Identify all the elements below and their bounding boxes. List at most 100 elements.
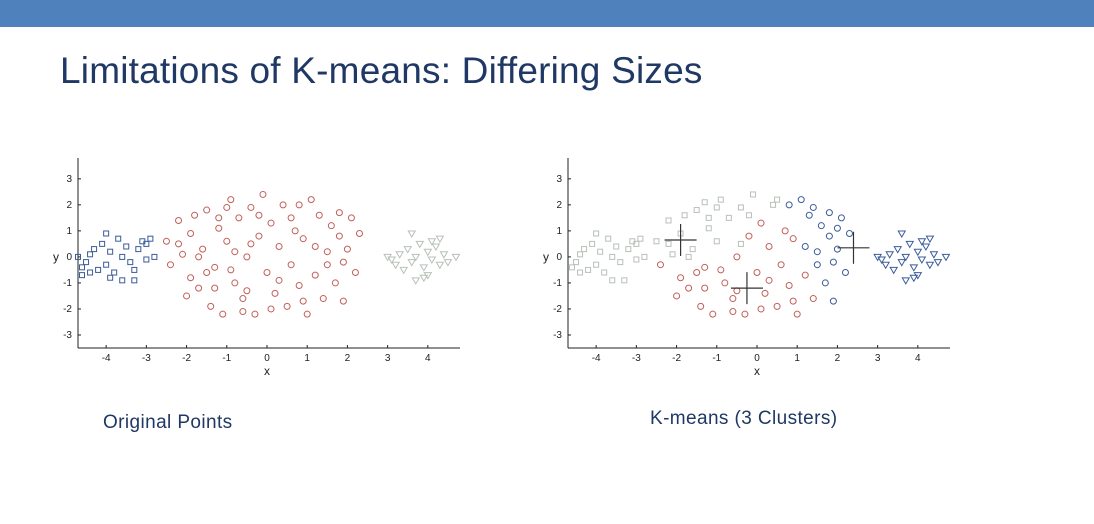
point-triangle [929,251,939,259]
point-circle [701,263,709,271]
point-circle [227,196,235,204]
y-tick-label: -3 [63,330,72,341]
point-circle [319,295,327,303]
x-tick-label: 3 [385,353,391,364]
x-tick-label: -2 [672,353,681,364]
point-circle [311,271,319,279]
point-circle [335,209,343,217]
point-square [135,246,142,253]
point-circle [235,214,243,222]
point-circle [793,310,801,318]
centroid-marker [730,272,763,305]
y-tick-label: 0 [556,252,562,263]
point-circle [247,240,255,248]
point-triangle [407,230,417,238]
point-square [737,204,744,211]
point-square [713,204,720,211]
point-circle [785,201,793,209]
slide-title: Limitations of K-means: Differing Sizes [60,50,703,91]
point-square [131,266,138,273]
point-square [593,261,600,268]
point-circle [203,206,211,214]
point-circle [809,203,817,211]
point-square [119,277,126,284]
point-circle [195,284,203,292]
y-tick-label: -1 [553,278,562,289]
point-square [665,217,672,224]
point-circle [287,261,295,269]
point-circle [785,282,793,290]
point-square [609,277,616,284]
point-square [745,212,752,219]
point-circle [789,235,797,243]
point-circle [817,222,825,230]
point-triangle [925,235,935,244]
point-circle [757,219,765,227]
point-square [143,256,150,263]
point-circle [833,245,841,253]
point-circle [287,214,295,222]
point-square [95,266,102,273]
point-circle [829,258,837,266]
point-circle [299,297,307,305]
point-circle [741,310,749,318]
point-triangle [901,253,911,262]
y-axis-label: y [543,250,549,264]
point-triangle [435,261,445,270]
point-circle [729,308,737,316]
point-triangle [439,251,449,259]
point-square [577,269,584,276]
point-square [665,240,672,247]
point-square [581,246,588,253]
x-axis-label: x [264,364,270,378]
point-square [605,235,612,242]
point-circle [773,302,781,310]
scatter-plot-original: -4 -3 -2 -1 0 1 2 3 4 -3 -2 -1 0 1 2 3 x y [40,150,460,390]
point-square [609,253,616,260]
point-circle [239,295,247,303]
x-tick-label: 3 [875,353,881,364]
point-square [91,246,98,253]
point-triangle [431,243,441,251]
point-square [83,259,90,266]
point-circle [175,240,183,248]
point-circle [323,261,331,269]
point-circle [837,214,845,222]
point-triangle [877,256,887,264]
x-tick-label: -1 [222,353,231,364]
point-circle [709,310,717,318]
point-square [151,253,158,260]
point-circle [331,279,339,287]
point-circle [805,211,813,219]
point-circle [231,279,239,287]
point-circle [295,282,303,290]
point-circle [215,214,223,222]
x-tick-label: 4 [425,353,431,364]
point-circle [339,258,347,266]
point-circle [656,261,664,269]
point-square [681,212,688,219]
point-square [585,266,592,273]
point-triangle [897,259,907,267]
point-square [633,256,640,263]
point-circle [219,310,227,318]
point-square [127,259,134,266]
point-square [577,251,584,258]
point-circle [247,203,255,211]
point-square [641,253,648,260]
point-circle [813,261,821,269]
point-triangle [451,253,460,262]
point-circle [701,284,709,292]
scatter-svg-kmeans: -4 -3 -2 -1 0 1 2 3 4 -3 -2 -1 0 1 2 3 x y [543,158,950,378]
point-square [107,248,114,255]
point-circle [809,295,817,303]
point-circle [335,232,343,240]
y-tick-label: 3 [66,174,72,185]
point-circle [175,216,183,224]
point-circle [841,269,849,277]
point-square [737,240,744,247]
point-circle [191,211,199,219]
point-circle [745,232,753,240]
x-tick-label: 0 [264,353,270,364]
point-circle [829,297,837,305]
